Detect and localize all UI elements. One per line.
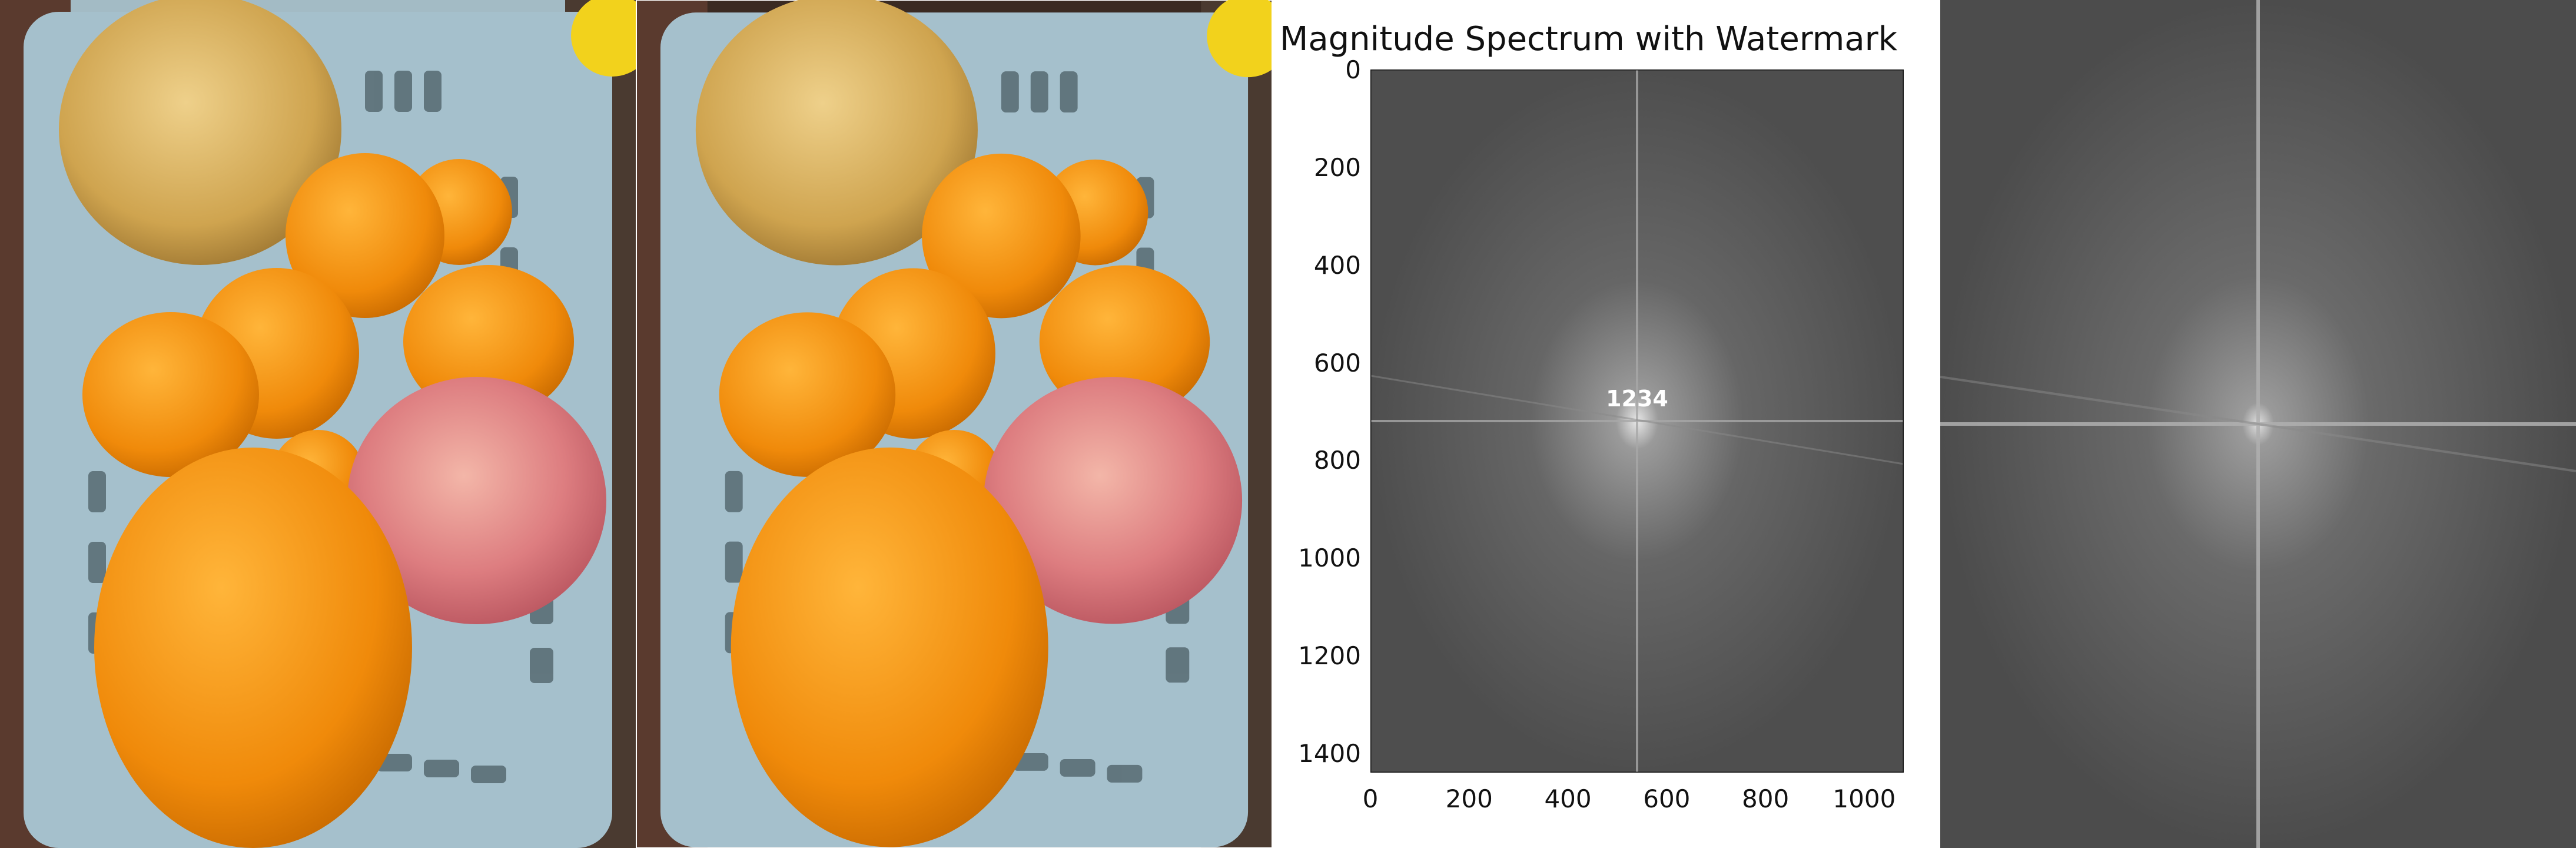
- x-tick-label: 1000: [1833, 784, 1896, 813]
- watermark-text: 1234: [1606, 386, 1668, 412]
- x-tick-label: 800: [1742, 784, 1790, 813]
- plot-title: Magnitude Spectrum with Watermark: [1280, 20, 1898, 58]
- spectrum-axes: 1234: [1370, 69, 1904, 773]
- y-tick-label: 1200: [1298, 641, 1361, 670]
- spectrum-plot: Magnitude Spectrum with Watermark 1234 0…: [1273, 0, 1940, 848]
- y-tick-label: 400: [1313, 250, 1361, 280]
- y-tick-label: 0: [1345, 55, 1361, 84]
- x-tick-label: 400: [1544, 784, 1592, 813]
- x-tick-label: 200: [1445, 784, 1493, 813]
- fruit-basket-watermarked-image: [637, 0, 1272, 847]
- y-tick-label: 600: [1313, 348, 1361, 377]
- x-tick-label: 600: [1643, 784, 1691, 813]
- spectrum-closeup: [1940, 0, 2576, 848]
- spectrum-closeup-image: [1940, 0, 2576, 848]
- y-tick-label: 1000: [1298, 544, 1361, 573]
- fruit-basket-image: [0, 0, 636, 848]
- y-tick-label: 200: [1313, 153, 1361, 182]
- y-tick-label: 1400: [1298, 738, 1361, 768]
- original-photo: [0, 0, 636, 848]
- watermarked-photo: [637, 0, 1272, 848]
- y-tick-label: 800: [1313, 446, 1361, 475]
- x-tick-label: 0: [1362, 784, 1379, 813]
